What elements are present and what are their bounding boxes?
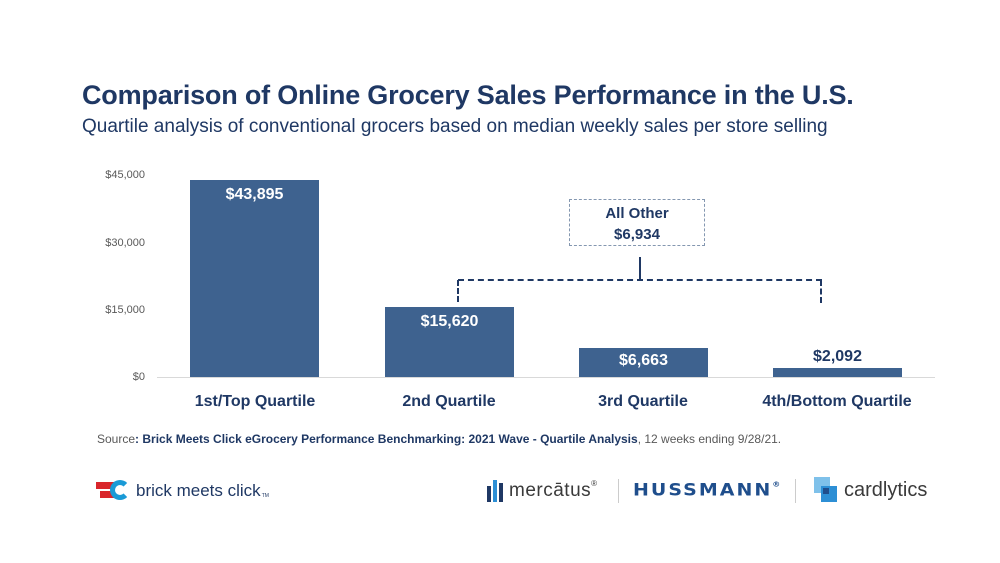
logo-separator	[618, 479, 619, 503]
logo-separator	[795, 479, 796, 503]
cardlytics-wordmark: cardlytics	[844, 478, 928, 501]
bar-3rd-quartile	[579, 348, 708, 377]
bar-4th-quartile	[773, 368, 902, 377]
annotation-bracket-left	[457, 280, 459, 302]
registered-mark: ®	[772, 480, 781, 489]
source-note: Source: Brick Meets Click eGrocery Perfo…	[97, 432, 781, 446]
x-category-label: 2nd Quartile	[402, 393, 496, 410]
chart-title: Comparison of Online Grocery Sales Perfo…	[82, 80, 854, 110]
mercatus-logo: mercātus ®	[487, 479, 597, 503]
annotation-label: All Other	[605, 205, 669, 222]
annotation-bracket-horizontal	[458, 279, 822, 281]
bar-1st-quartile	[190, 180, 319, 377]
brick-meets-click-icon	[96, 480, 132, 502]
annotation-bracket-right	[820, 280, 822, 303]
cardlytics-icon	[814, 477, 838, 503]
y-tick-label: $15,000	[105, 304, 145, 316]
cardlytics-logo: cardlytics	[814, 476, 927, 504]
x-category-label: 3rd Quartile	[598, 393, 688, 410]
source-suffix: , 12 weeks ending 9/28/21.	[637, 432, 782, 446]
x-category-label: 4th/Bottom Quartile	[762, 393, 912, 410]
bar-value-label: $15,620	[420, 313, 479, 330]
bar-value-label: $43,895	[225, 186, 284, 203]
bar-value-label: $2,092	[813, 348, 862, 365]
y-tick-label: $30,000	[105, 237, 145, 249]
brick-meets-click-logo: brick meets click TM	[96, 479, 269, 503]
annotation-value: $6,934	[614, 226, 660, 243]
hussmann-wordmark: HUSSMANN	[633, 480, 773, 500]
source-title: : Brick Meets Click eGrocery Performance…	[135, 432, 638, 446]
hussmann-logo: HUSSMANN®	[633, 480, 780, 500]
bar-value-label: $6,663	[619, 352, 668, 369]
trademark-mark: TM	[261, 493, 269, 499]
bar-2nd-quartile	[385, 307, 514, 377]
bmc-wordmark: brick meets click	[136, 481, 261, 500]
annotation-stem	[639, 257, 641, 280]
x-category-label: 1st/Top Quartile	[194, 393, 316, 410]
all-other-annotation-box: All Other $6,934	[569, 199, 705, 246]
x-axis-line	[157, 377, 935, 378]
mercatus-icon	[487, 480, 503, 502]
chart-subtitle: Quartile analysis of conventional grocer…	[82, 116, 828, 137]
mercatus-wordmark: mercātus	[509, 480, 592, 501]
source-prefix: Source	[97, 432, 136, 446]
registered-mark: ®	[591, 479, 598, 488]
y-tick-label: $45,000	[105, 169, 145, 181]
y-tick-label: $0	[132, 371, 145, 383]
